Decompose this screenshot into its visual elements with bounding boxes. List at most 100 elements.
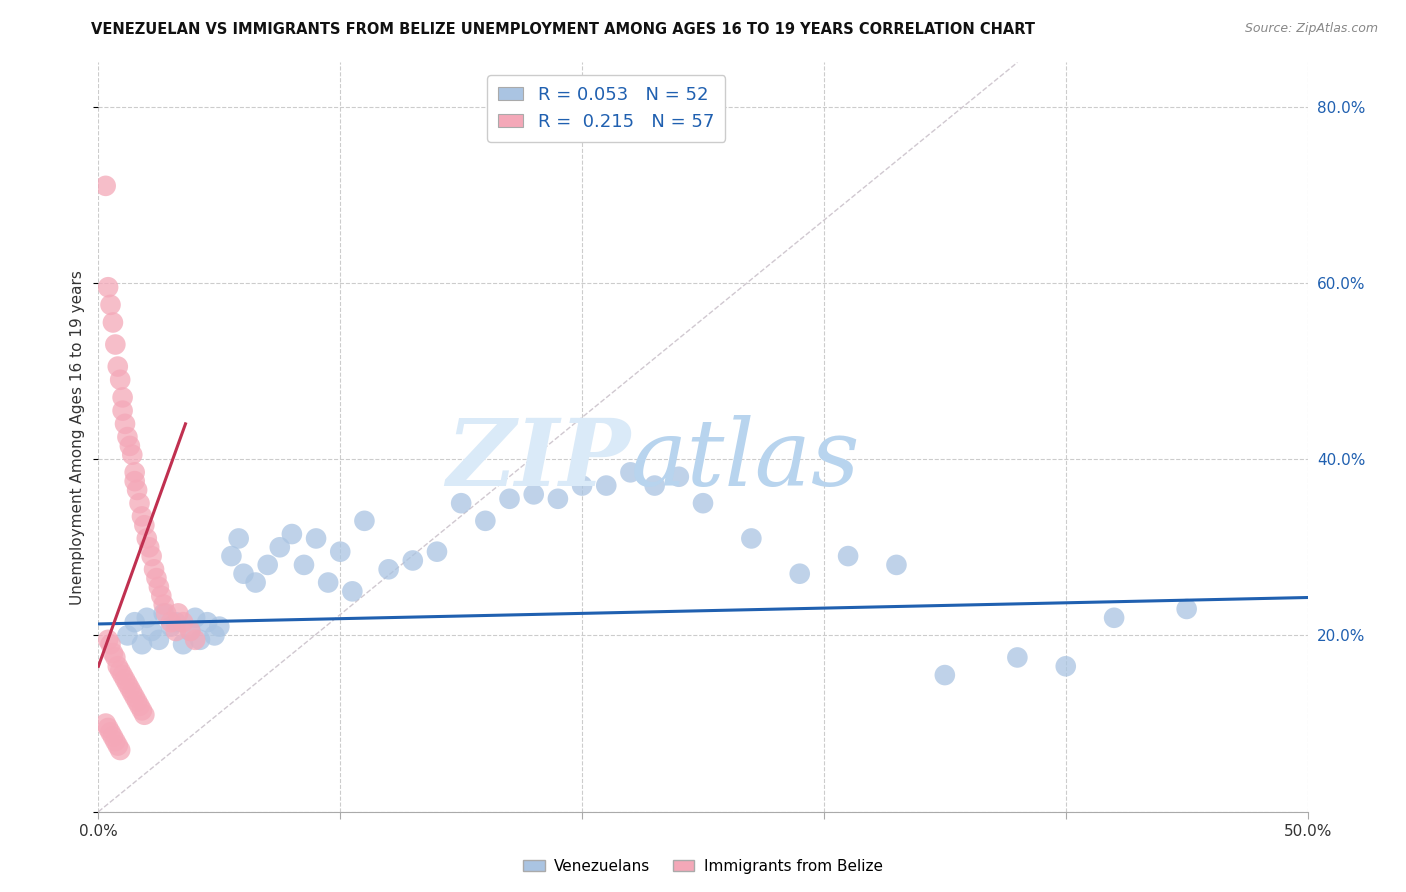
Point bbox=[107, 659, 129, 673]
Point bbox=[97, 632, 120, 647]
Point bbox=[97, 721, 120, 735]
Point bbox=[165, 624, 187, 638]
Point bbox=[100, 637, 122, 651]
Point bbox=[134, 518, 156, 533]
Point bbox=[145, 571, 167, 585]
Legend: R = 0.053   N = 52, R =  0.215   N = 57: R = 0.053 N = 52, R = 0.215 N = 57 bbox=[488, 75, 725, 142]
Point bbox=[184, 632, 207, 647]
Point bbox=[117, 628, 139, 642]
Point bbox=[886, 558, 908, 572]
Point bbox=[188, 632, 211, 647]
Point bbox=[789, 566, 811, 581]
Point bbox=[148, 580, 170, 594]
Point bbox=[152, 607, 174, 621]
Text: Source: ZipAtlas.com: Source: ZipAtlas.com bbox=[1244, 22, 1378, 36]
Text: atlas: atlas bbox=[630, 415, 860, 505]
Point bbox=[208, 619, 231, 633]
Point bbox=[131, 637, 153, 651]
Point bbox=[179, 624, 201, 638]
Point bbox=[1007, 650, 1029, 665]
Text: ZIP: ZIP bbox=[446, 415, 630, 505]
Point bbox=[108, 743, 131, 757]
Point bbox=[160, 615, 183, 630]
Point bbox=[118, 681, 141, 696]
Point bbox=[101, 730, 124, 744]
Point bbox=[135, 611, 157, 625]
Point bbox=[450, 496, 472, 510]
Point bbox=[111, 668, 134, 682]
Legend: Venezuelans, Immigrants from Belize: Venezuelans, Immigrants from Belize bbox=[517, 853, 889, 880]
Point bbox=[740, 532, 762, 546]
Point bbox=[127, 694, 149, 708]
Point bbox=[644, 478, 666, 492]
Text: VENEZUELAN VS IMMIGRANTS FROM BELIZE UNEMPLOYMENT AMONG AGES 16 TO 19 YEARS CORR: VENEZUELAN VS IMMIGRANTS FROM BELIZE UNE… bbox=[91, 22, 1035, 37]
Point bbox=[118, 439, 141, 453]
Point bbox=[101, 316, 124, 330]
Point bbox=[377, 562, 399, 576]
Point bbox=[111, 391, 134, 405]
Point bbox=[100, 298, 122, 312]
Point bbox=[498, 491, 520, 506]
Point bbox=[141, 624, 163, 638]
Point bbox=[571, 478, 593, 492]
Point bbox=[128, 698, 150, 713]
Point bbox=[474, 514, 496, 528]
Point bbox=[114, 673, 136, 687]
Point bbox=[100, 725, 122, 739]
Point bbox=[94, 716, 117, 731]
Point bbox=[134, 707, 156, 722]
Point bbox=[172, 637, 194, 651]
Point bbox=[619, 466, 641, 480]
Point bbox=[104, 734, 127, 748]
Point bbox=[426, 544, 449, 558]
Point bbox=[117, 430, 139, 444]
Point bbox=[934, 668, 956, 682]
Point bbox=[108, 373, 131, 387]
Point bbox=[124, 474, 146, 488]
Point bbox=[127, 483, 149, 497]
Point bbox=[316, 575, 339, 590]
Point bbox=[256, 558, 278, 572]
Y-axis label: Unemployment Among Ages 16 to 19 years: Unemployment Among Ages 16 to 19 years bbox=[70, 269, 86, 605]
Point bbox=[111, 403, 134, 417]
Point bbox=[124, 466, 146, 480]
Point bbox=[143, 562, 166, 576]
Point bbox=[1175, 602, 1198, 616]
Point bbox=[221, 549, 243, 563]
Point bbox=[165, 615, 187, 630]
Point bbox=[1054, 659, 1077, 673]
Point bbox=[124, 690, 146, 705]
Point bbox=[131, 703, 153, 717]
Point bbox=[195, 615, 218, 630]
Point bbox=[1102, 611, 1125, 625]
Point bbox=[668, 469, 690, 483]
Point bbox=[232, 566, 254, 581]
Point bbox=[204, 628, 226, 642]
Point bbox=[595, 478, 617, 492]
Point bbox=[114, 417, 136, 431]
Point bbox=[94, 178, 117, 193]
Point bbox=[228, 532, 250, 546]
Point bbox=[402, 553, 425, 567]
Point bbox=[97, 280, 120, 294]
Point bbox=[155, 607, 177, 621]
Point bbox=[281, 527, 304, 541]
Point bbox=[108, 664, 131, 678]
Point bbox=[167, 607, 190, 621]
Point bbox=[138, 541, 160, 555]
Point bbox=[104, 650, 127, 665]
Point bbox=[141, 549, 163, 563]
Point bbox=[184, 611, 207, 625]
Point bbox=[172, 615, 194, 630]
Point bbox=[269, 541, 291, 555]
Point bbox=[124, 615, 146, 630]
Point bbox=[160, 619, 183, 633]
Point bbox=[135, 532, 157, 546]
Point bbox=[107, 359, 129, 374]
Point bbox=[117, 677, 139, 691]
Point bbox=[121, 448, 143, 462]
Point bbox=[179, 624, 201, 638]
Point bbox=[353, 514, 375, 528]
Point bbox=[128, 496, 150, 510]
Point bbox=[329, 544, 352, 558]
